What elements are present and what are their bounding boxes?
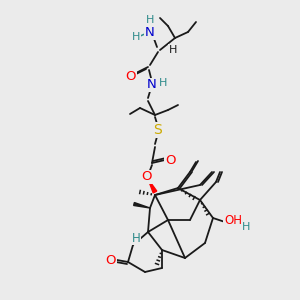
Text: O: O (165, 154, 175, 166)
Text: S: S (154, 123, 162, 137)
Polygon shape (148, 179, 157, 193)
Text: N: N (145, 26, 155, 40)
Text: H: H (132, 32, 140, 42)
Text: O: O (165, 154, 175, 166)
Text: S: S (154, 123, 162, 137)
Text: OH: OH (224, 214, 242, 226)
Text: H: H (146, 15, 154, 25)
Text: H: H (132, 232, 140, 244)
Text: H: H (132, 32, 140, 42)
Text: O: O (142, 170, 152, 184)
Text: H: H (169, 45, 177, 55)
Text: N: N (145, 26, 155, 40)
Text: OH: OH (224, 214, 242, 226)
Text: H: H (132, 232, 140, 244)
Text: N: N (147, 79, 157, 92)
Text: H: H (159, 78, 167, 88)
Text: O: O (126, 70, 136, 83)
Text: O: O (106, 254, 116, 268)
Text: H: H (146, 15, 154, 25)
Polygon shape (134, 202, 150, 208)
Text: H: H (242, 222, 250, 232)
Text: H: H (169, 45, 177, 55)
Text: N: N (147, 79, 157, 92)
Text: H: H (159, 78, 167, 88)
Text: H: H (242, 222, 250, 232)
Text: O: O (142, 170, 152, 184)
Text: O: O (106, 254, 116, 268)
Text: O: O (126, 70, 136, 83)
